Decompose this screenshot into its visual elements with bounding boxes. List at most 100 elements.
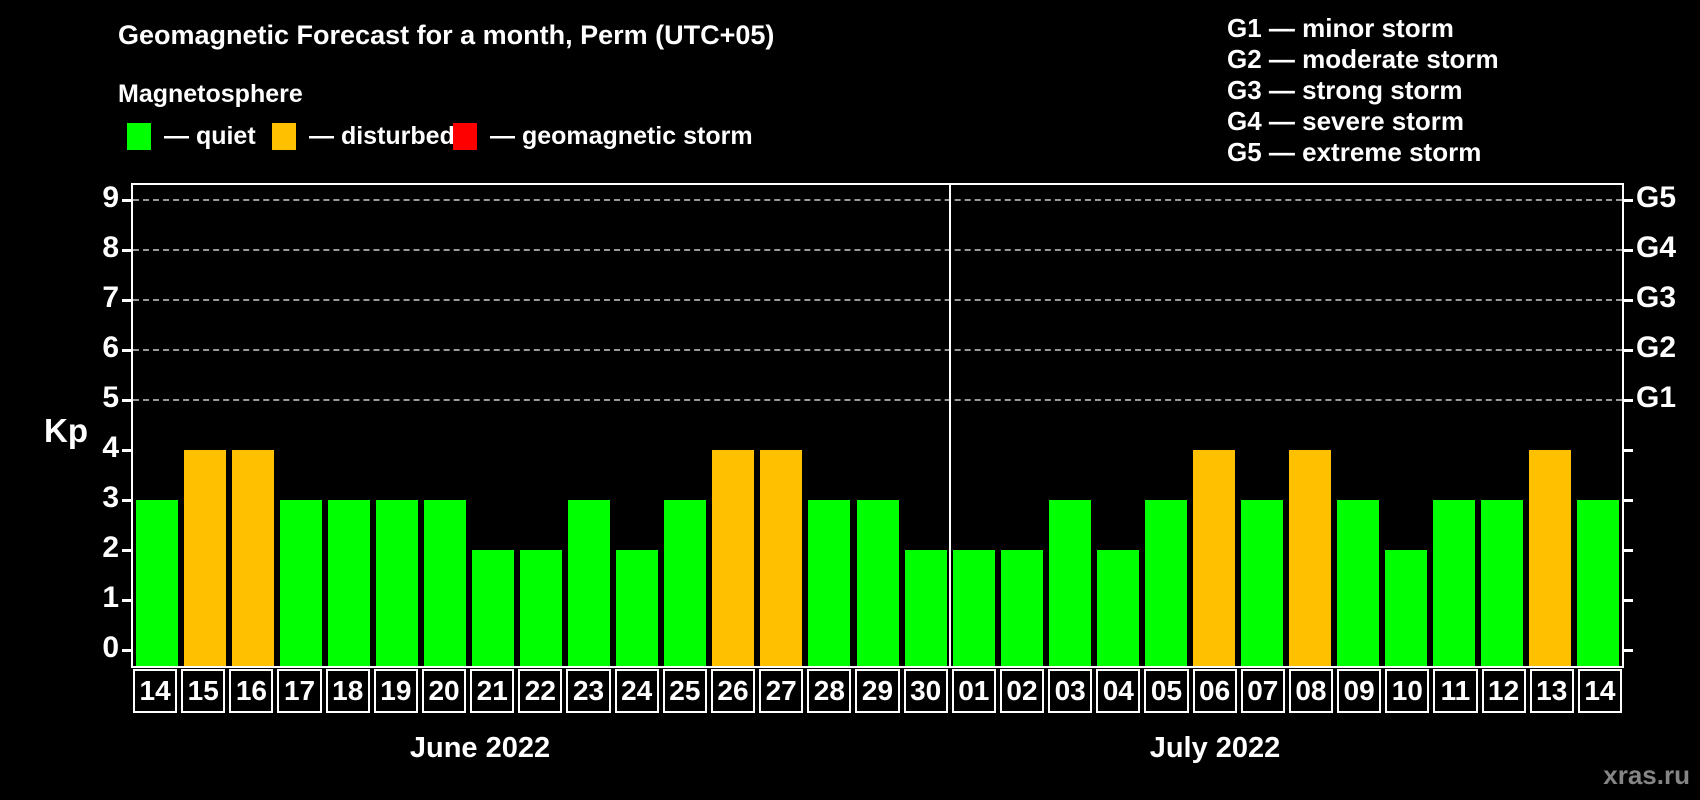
date-label-june-26: 26	[710, 669, 756, 713]
y-axis-title: Kp	[44, 412, 88, 449]
kp-bar-july-12	[1480, 500, 1523, 666]
date-label-july-07: 07	[1240, 669, 1285, 713]
date-label-june-27: 27	[759, 669, 804, 713]
chart-title: Geomagnetic Forecast for a month, Perm (…	[118, 20, 775, 50]
y-tick-label-7: 7	[102, 281, 119, 314]
date-label-june-29: 29	[855, 669, 900, 713]
kp-bar-june-18	[328, 500, 371, 666]
gridline-kp8	[133, 249, 1622, 251]
date-label-july-03: 03	[1048, 669, 1093, 713]
kp-bar-june-14	[136, 500, 179, 666]
y-tick-label-6: 6	[102, 331, 119, 364]
date-label-june-15: 15	[181, 669, 226, 713]
kp-bar-july-10	[1384, 550, 1427, 666]
right-tick-kp2	[1624, 549, 1633, 552]
date-label-june-20: 20	[421, 669, 467, 713]
date-label-june-16: 16	[229, 669, 274, 713]
g-legend-line-3: G3 — strong storm	[1227, 75, 1463, 105]
kp-bar-june-29	[856, 500, 899, 666]
left-tick-kp6	[122, 349, 131, 352]
left-tick-kp2	[122, 549, 131, 552]
kp-bar-july-14	[1576, 500, 1619, 666]
kp-bar-july-11	[1432, 500, 1475, 666]
right-tick-kp6	[1624, 349, 1633, 352]
left-tick-kp1	[122, 599, 131, 602]
legend-label-storm: — geomagnetic storm	[490, 122, 753, 150]
right-tick-kp1	[1624, 599, 1633, 602]
date-label-july-01: 01	[951, 669, 996, 713]
month-label-june: June 2022	[409, 732, 551, 764]
right-tick-kp4	[1624, 449, 1633, 452]
g-legend-line-4: G4 — severe storm	[1227, 106, 1465, 136]
date-label-july-06: 06	[1192, 669, 1237, 713]
magnetosphere-label: Magnetosphere	[118, 80, 303, 108]
kp-bar-july-09	[1336, 500, 1379, 666]
gridline-kp6	[133, 349, 1622, 351]
date-label-june-22: 22	[518, 669, 563, 713]
left-tick-kp3	[122, 499, 131, 502]
kp-bar-june-28	[808, 500, 851, 666]
date-label-july-08: 08	[1288, 669, 1334, 713]
kp-bar-june-22	[520, 550, 563, 666]
y-tick-label-2: 2	[102, 531, 119, 564]
kp-bar-june-26	[712, 450, 755, 666]
gridline-kp9	[133, 199, 1622, 201]
date-label-june-28: 28	[807, 669, 852, 713]
g-axis-label-g3: G3	[1636, 281, 1677, 314]
legend-item-storm: — geomagnetic storm	[453, 122, 753, 151]
kp-bar-june-27	[760, 450, 803, 666]
storm-swatch	[453, 123, 477, 150]
gridline-kp5	[133, 399, 1622, 401]
kp-bar-june-24	[616, 550, 659, 666]
watermark: xras.ru	[1603, 760, 1690, 790]
kp-bar-june-19	[376, 500, 419, 666]
date-label-june-21: 21	[470, 669, 515, 713]
kp-bar-july-04	[1096, 550, 1139, 666]
y-tick-label-0: 0	[102, 631, 119, 664]
g-legend-line-5: G5 — extreme storm	[1227, 137, 1482, 167]
kp-bar-june-23	[568, 500, 611, 666]
g-axis-label-g5: G5	[1636, 181, 1677, 214]
kp-bar-july-03	[1048, 500, 1091, 666]
legend-label-quiet: — quiet	[164, 122, 256, 150]
date-label-july-04: 04	[1096, 669, 1141, 713]
kp-bar-june-21	[472, 550, 515, 666]
y-tick-label-1: 1	[102, 581, 119, 614]
date-label-july-12: 12	[1481, 669, 1526, 713]
y-tick-label-5: 5	[102, 381, 119, 414]
date-label-july-09: 09	[1337, 669, 1382, 713]
legend-item-disturbed: — disturbed	[272, 122, 455, 151]
g-legend-line-2: G2 — moderate storm	[1227, 44, 1499, 74]
kp-bar-june-25	[664, 500, 707, 666]
left-tick-kp4	[122, 449, 131, 452]
left-tick-kp0	[122, 649, 131, 652]
date-axis: 14 15 16 17 18 19 20 21 22 23 24 25 26 27 28 29 30 01 02 03…	[131, 669, 1624, 715]
y-tick-label-3: 3	[102, 481, 119, 514]
right-tick-kp3	[1624, 499, 1633, 502]
date-label-july-11: 11	[1433, 669, 1478, 713]
g-axis-label-g1: G1	[1636, 381, 1677, 414]
disturbed-swatch	[272, 123, 296, 150]
left-tick-kp8	[122, 249, 131, 252]
kp-bar-july-06	[1192, 450, 1235, 666]
kp-bar-june-17	[280, 500, 323, 666]
date-label-june-18: 18	[325, 669, 370, 713]
date-label-june-19: 19	[373, 669, 418, 713]
kp-bar-july-13	[1528, 450, 1571, 666]
date-label-july-14: 14	[1577, 669, 1622, 713]
date-label-june-25: 25	[662, 669, 707, 713]
month-divider	[948, 185, 951, 666]
date-label-june-23: 23	[566, 669, 611, 713]
status-legend: — quiet — disturbed — geomagnetic storm	[127, 122, 927, 154]
gridline-kp7	[133, 299, 1622, 301]
legend-item-quiet: — quiet	[127, 122, 256, 151]
right-tick-kp9	[1624, 199, 1633, 202]
g-axis-label-g4: G4	[1636, 231, 1677, 264]
right-tick-kp7	[1624, 299, 1633, 302]
month-label-july: July 2022	[1149, 732, 1281, 764]
left-tick-kp9	[122, 199, 131, 202]
kp-bar-july-08	[1288, 450, 1331, 666]
right-tick-kp5	[1624, 399, 1633, 402]
kp-bar-june-30	[904, 550, 947, 666]
left-tick-kp5	[122, 399, 131, 402]
